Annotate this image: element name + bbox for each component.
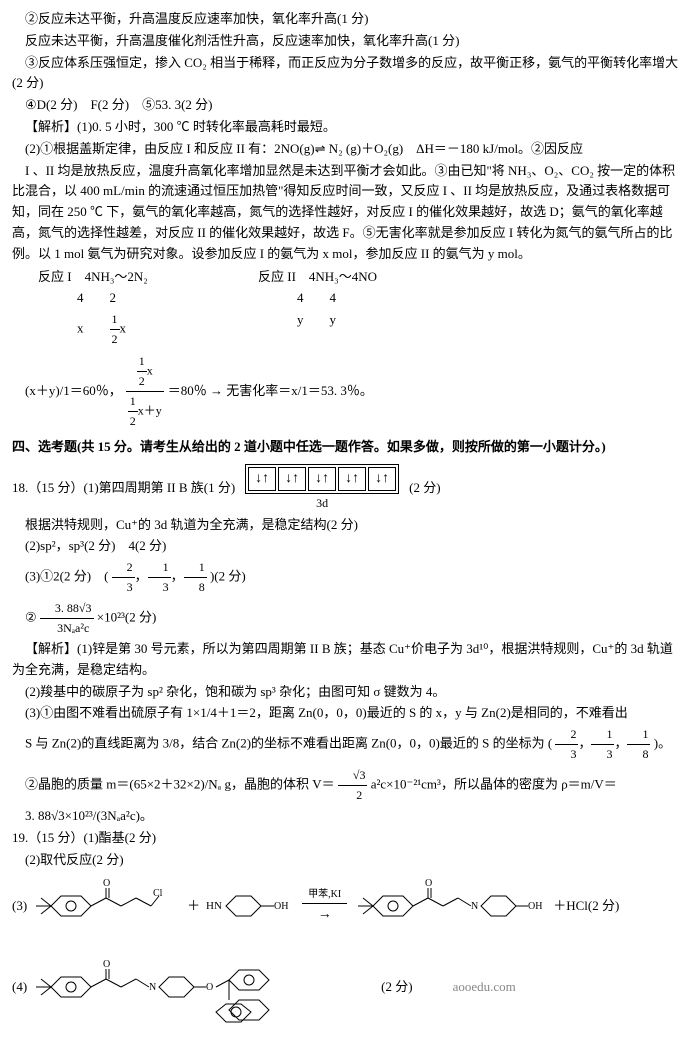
text: S 与 Zn(2)的直线距离为 3/8，结合 Zn(2)的坐标不难看出距离 Zn… (25, 736, 552, 751)
text: ②晶胞的质量 m＝(65×2＋32×2)/Nₐ g，晶胞的体积 V＝ (25, 776, 335, 791)
stoich-r1a: 反应 I 4NH₃～2N₂ (38, 267, 258, 288)
text: )。 (654, 736, 671, 751)
product-1-structure: O N OH (353, 876, 553, 936)
q19-2: (2)取代反应(2 分) (12, 850, 679, 871)
plus-sign: ＋ (187, 896, 200, 917)
frac-coord-2: 13 (148, 558, 171, 597)
q19-1: 19.（15 分）(1)酯基(2 分) (12, 828, 679, 849)
reactant-2-structure: HN OH (206, 881, 296, 931)
orbital-diagram: ↓↑ ↓↑ ↓↑ ↓↑ ↓↑ (245, 464, 399, 494)
reactant-1-structure: O Cl (31, 876, 181, 936)
big-frac: 12x 12x＋y (126, 352, 164, 432)
analysis-1-body-2: I 、II 均是放热反应，温度升高氧化率增加显然是未达到平衡才会如此。③由已知"… (12, 161, 679, 265)
reaction-condition: 甲苯,KI (302, 887, 347, 904)
q18-3-2-post: ×10²³(2 分) (97, 609, 157, 624)
text: N₂ (g)＋O₂(g) ΔH＝－180 kJ/mol。②因反应 (326, 141, 584, 156)
q18-3-pre: (3)①2(2 分) ( (25, 569, 108, 584)
equilibrium-arrow: ⇌ (315, 141, 326, 156)
svg-text:O: O (206, 982, 213, 993)
frac-c2: 13 (591, 725, 614, 764)
analysis-2: 【解析】(1)锌是第 30 号元素，所以为第四周期第 II B 族；基态 Cu⁺… (12, 639, 679, 681)
q19-4-label: (4) (12, 977, 27, 998)
analysis-2-l2: (2)羧基中的碳原子为 sp² 杂化，饱和碳为 sp³ 杂化；由图可知 σ 键数… (12, 682, 679, 703)
orbital-cell: ↓↑ (308, 467, 336, 491)
reaction-arrow: 甲苯,KI → (302, 887, 347, 926)
orbital-cell: ↓↑ (278, 467, 306, 491)
orbital-label: 3d (241, 494, 403, 513)
equation-line: (x＋y)/1＝60％， 12x 12x＋y ＝80％ → 无害化率＝x/1＝5… (25, 352, 679, 432)
frac-coord-1: 23 (112, 558, 135, 597)
analysis-2-l3: (3)①由图不难看出硫原子有 1×1/4＋1＝2，距离 Zn(0，0，0)最近的… (12, 703, 679, 724)
svg-text:OH: OH (528, 901, 542, 912)
x-suffix: x (120, 321, 127, 336)
frac-c3: 18 (627, 725, 650, 764)
orbital-cell: ↓↑ (338, 467, 366, 491)
frac-sqrt3-2: √32 (338, 766, 368, 805)
orbital-cell: ↓↑ (368, 467, 396, 491)
q18-hund: 根据洪特规则，Cu⁺的 3d 轨道为全充满，是稳定结构(2 分) (12, 515, 679, 536)
stoich-r2a: 4 2 (38, 288, 258, 309)
text: (2)①根据盖斯定律，由反应 I 和反应 II 有：2NO(g) (25, 141, 315, 156)
svg-text:O: O (103, 959, 110, 970)
analysis-2-l5: ②晶胞的质量 m＝(65×2＋32×2)/Nₐ g，晶胞的体积 V＝ √32 a… (12, 766, 679, 805)
stoich-table: 反应 I 4NH₃～2N₂ 4 2 x 12x 反应 II 4NH₃～4NO 4… (38, 266, 679, 351)
para-2-2: ②反应未达平衡，升高温度反应速率加快，氧化率升高(1 分) (12, 9, 679, 30)
product-4-structure: O N O (31, 942, 381, 1032)
q18-line1: 18.（15 分）(1)第四周期第 II B 族(1 分) ↓↑ ↓↑ ↓↑ ↓… (12, 464, 679, 514)
q18-text: 18.（15 分）(1)第四周期第 II B 族(1 分) (12, 478, 235, 499)
q19-3-tail: ＋HCl(2 分) (553, 896, 619, 917)
analysis-2-l4: S 与 Zn(2)的直线距离为 3/8，结合 Zn(2)的坐标不难看出距离 Zn… (12, 725, 679, 764)
density-frac: 3. 88√33Nₐa²c (40, 599, 94, 638)
q18-3-2-pre: ② (25, 609, 37, 624)
analysis-1-body: (2)①根据盖斯定律，由反应 I 和反应 II 有：2NO(g)⇌ N₂ (g)… (12, 139, 679, 160)
q18-3-post: )(2 分) (210, 569, 246, 584)
half-x: 12 (110, 310, 120, 349)
reaction-3: (3) O Cl ＋ HN OH 甲苯,KI → O N OH (12, 876, 679, 936)
q18-2: (2)sp²，sp³(2 分) 4(2 分) (12, 536, 679, 557)
stoich-r3a: x 12x (38, 310, 258, 349)
watermark: aooedu.com (453, 977, 516, 998)
svg-text:O: O (103, 878, 110, 889)
q19-3-label: (3) (12, 896, 27, 917)
para-2-4: ④D(2 分) F(2 分) ⑤53. 3(2 分) (12, 95, 679, 116)
eq-post: ＝80％ → 无害化率＝x/1＝53. 3％。 (168, 381, 373, 402)
q18-points: (2 分) (409, 478, 440, 499)
q19-4-points: (2 分) (381, 977, 412, 998)
orbital-cell: ↓↑ (248, 467, 276, 491)
stoich-r3b: y y (258, 310, 458, 331)
svg-text:HN: HN (206, 900, 222, 912)
reaction-4: (4) O N O (2 分) aooedu.com (12, 942, 679, 1032)
analysis-2-l6: 3. 88√3×10²³/(3Nₐa²c)。 (12, 806, 679, 827)
stoich-r2b: 4 4 (258, 288, 458, 309)
section-4-title: 四、选考题(共 15 分。请考生从给出的 2 道小题中任选一题作答。如果多做，则… (12, 437, 679, 458)
para-2-3: ③反应体系压强恒定，掺入 CO₂ 相当于稀释，而正反应为分子数增多的反应，故平衡… (12, 53, 679, 95)
svg-text:O: O (425, 878, 432, 889)
frac-c1: 23 (555, 725, 578, 764)
svg-text:OH: OH (274, 901, 288, 912)
text: a²c×10⁻²¹cm³，所以晶体的密度为 ρ＝m/V＝ (371, 776, 617, 791)
x-var: x (77, 321, 84, 336)
q18-3-2: ② 3. 88√33Nₐa²c ×10²³(2 分) (12, 599, 679, 638)
stoich-r1b: 反应 II 4NH₃～4NO (258, 267, 458, 288)
svg-text:N: N (149, 982, 156, 993)
q18-3: (3)①2(2 分) ( 23，13，18 )(2 分) (12, 558, 679, 597)
svg-text:N: N (471, 901, 478, 912)
frac-coord-3: 18 (184, 558, 207, 597)
para-2-2b: 反应未达平衡，升高温度催化剂活性升高，反应速率加快，氧化率升高(1 分) (12, 31, 679, 52)
analysis-1: 【解析】(1)0. 5 小时，300 ℃ 时转化率最高耗时最短。 (12, 117, 679, 138)
eq-pre: (x＋y)/1＝60％， (25, 381, 122, 402)
